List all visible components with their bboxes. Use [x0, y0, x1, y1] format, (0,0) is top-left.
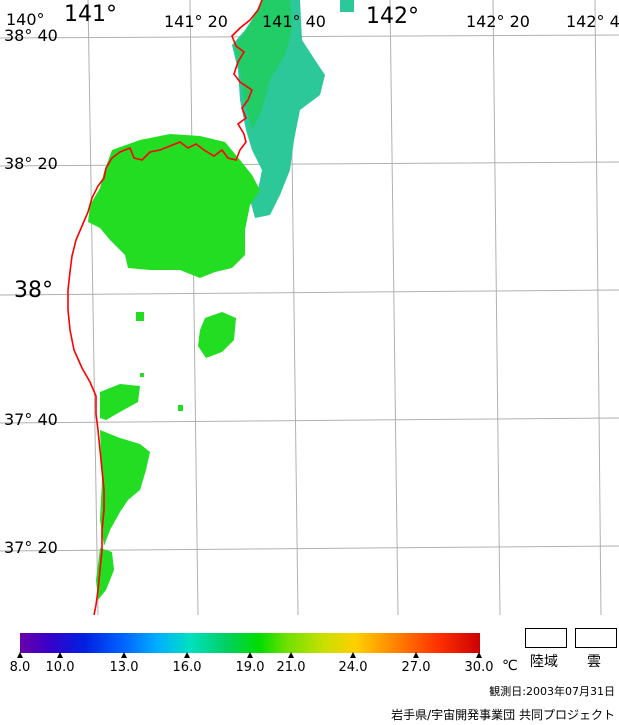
- sst-region-north-speck: [340, 0, 354, 12]
- sst-region-south-1: [100, 384, 140, 420]
- cloud-label: 雲: [587, 654, 601, 670]
- lat-label-38-20: 38° 20: [4, 154, 58, 173]
- lon-line-141-20: [189, 0, 199, 616]
- lon-line-141: [87, 0, 99, 616]
- graticule: [0, 0, 619, 616]
- sea-surface-temperature-map: [0, 0, 619, 616]
- cloud-swatch: [575, 628, 617, 648]
- observation-date: 観測日:2003年07月31日: [489, 685, 615, 698]
- tick-label: 8.0: [9, 660, 31, 675]
- tick-label: 13.0: [109, 660, 139, 675]
- lon-label-140: 140°: [6, 10, 45, 29]
- tick-marker: [476, 652, 482, 658]
- tick-marker: [121, 652, 127, 658]
- tick-marker: [184, 652, 190, 658]
- sst-speck-2: [178, 405, 183, 411]
- lon-line-142: [389, 0, 399, 616]
- tick-marker: [57, 652, 63, 658]
- lat-line-38-40: [0, 34, 619, 39]
- unit-label: ℃: [502, 658, 518, 674]
- tick-label: 16.0: [172, 660, 202, 675]
- tick-label: 30.0: [464, 660, 494, 675]
- lat-line-38-20: [0, 161, 619, 167]
- tick-label: 27.0: [401, 660, 431, 675]
- sst-regions: [88, 0, 354, 600]
- coastline: [67, 0, 263, 616]
- lat-label-37-20: 37° 20: [4, 538, 58, 557]
- lat-line-37-20: [0, 545, 619, 552]
- sst-speck-3: [140, 373, 144, 377]
- lat-label-37-40: 37° 40: [4, 410, 58, 429]
- sst-region-south-2: [100, 430, 150, 546]
- lat-label-38-40: 38° 40: [4, 26, 58, 45]
- tick-label: 19.0: [235, 660, 265, 675]
- tick-marker: [17, 652, 23, 658]
- lon-label-142-20: 142° 20: [466, 12, 530, 31]
- tick-marker: [247, 652, 253, 658]
- lon-label-141: 141°: [64, 2, 117, 27]
- land-label: 陸域: [530, 654, 558, 670]
- lat-line-38: [0, 289, 619, 296]
- tick-label: 24.0: [338, 660, 368, 675]
- tick-marker: [413, 652, 419, 658]
- sst-speck-1: [136, 312, 144, 321]
- land-swatch: [525, 628, 567, 648]
- lon-line-142-20: [492, 0, 501, 616]
- lon-label-141-20: 141° 20: [164, 12, 228, 31]
- lon-label-141-40: 141° 40: [262, 12, 326, 31]
- sst-region-sendai-bay: [88, 134, 260, 278]
- lon-line-142-40: [594, 0, 602, 616]
- tick-marker: [288, 652, 294, 658]
- lat-label-38: 38°: [14, 278, 53, 303]
- lat-line-37-40: [0, 417, 619, 424]
- temperature-color-scale: [20, 633, 480, 653]
- tick-label: 10.0: [45, 660, 75, 675]
- sst-region-south-3: [96, 548, 114, 600]
- sst-region-offshore-blob: [198, 312, 236, 358]
- lon-label-142: 142°: [366, 4, 419, 29]
- tick-label: 21.0: [276, 660, 306, 675]
- credit-line: 岩手県/宇宙開発事業団 共同プロジェクト: [391, 708, 615, 722]
- lon-label-142-40: 142° 40: [566, 12, 619, 31]
- tick-marker: [350, 652, 356, 658]
